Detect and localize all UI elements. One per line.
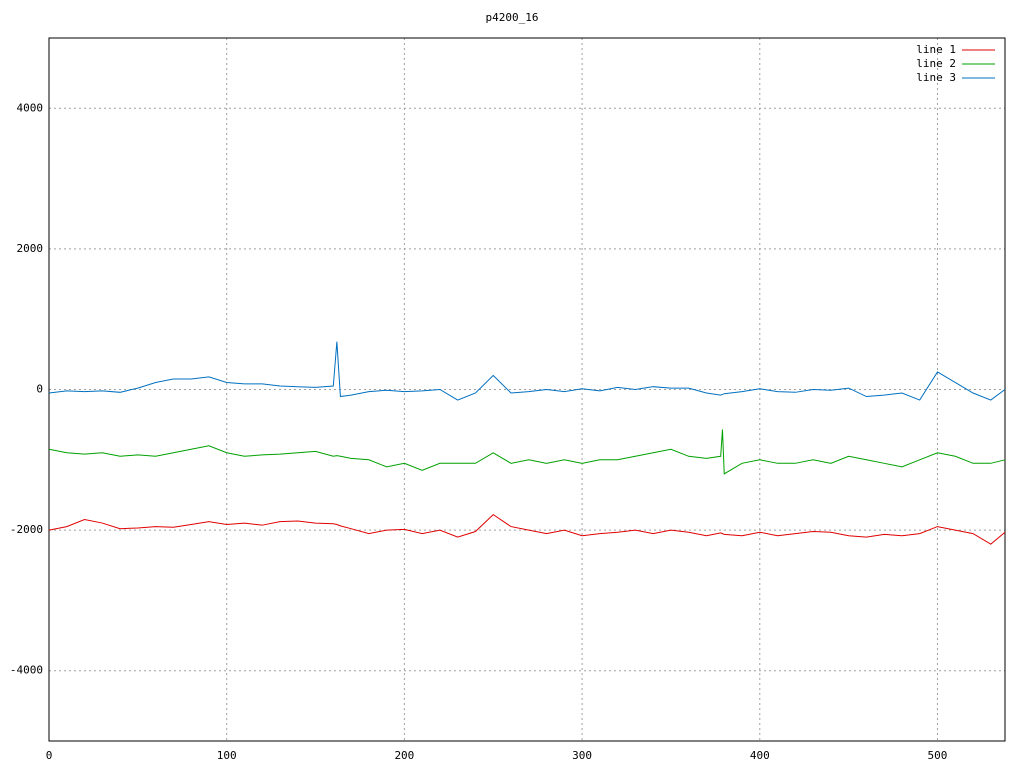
series-line xyxy=(48,513,1006,545)
x-tick-label: 500 xyxy=(928,749,948,762)
x-tick-label: 200 xyxy=(394,749,414,762)
x-tick-label: 0 xyxy=(46,749,53,762)
y-tick-label: 0 xyxy=(36,383,43,396)
y-tick-label: 4000 xyxy=(17,101,44,114)
y-tick-label: -2000 xyxy=(10,523,43,536)
chart-title: p4200_16 xyxy=(486,11,539,24)
legend-label: line 3 xyxy=(916,71,956,84)
x-tick-label: 300 xyxy=(572,749,592,762)
legend-label: line 1 xyxy=(916,43,956,56)
series-line xyxy=(48,429,1006,475)
x-tick-label: 100 xyxy=(217,749,237,762)
y-tick-label: 2000 xyxy=(17,242,44,255)
x-tick-label: 400 xyxy=(750,749,770,762)
legend-label: line 2 xyxy=(916,57,956,70)
y-tick-label: -4000 xyxy=(10,664,43,677)
series-line xyxy=(48,341,1006,401)
